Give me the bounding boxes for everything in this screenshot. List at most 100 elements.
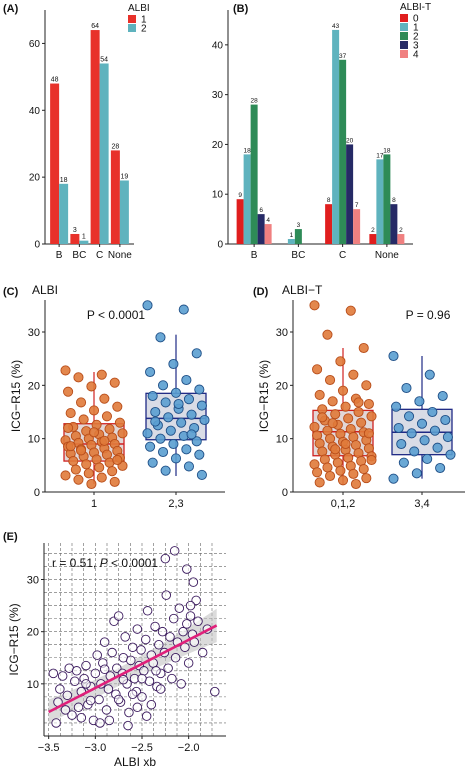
y-tick-label: 0 [282,487,288,499]
data-point [113,611,124,621]
bar-c-series-3 [346,144,354,244]
data-point [165,425,176,436]
legend-title: ALBI-T [400,2,431,13]
data-point [168,358,179,370]
data-point [55,684,65,694]
data-point [63,422,74,434]
data-point [442,432,453,443]
bar-b-series-1 [50,83,60,245]
data-point [343,413,354,424]
bar-b-series-2 [59,183,69,244]
data-point [353,397,364,408]
data-point [48,668,59,679]
data-point [104,424,115,435]
data-point [113,694,124,705]
data-point [337,475,349,486]
data-point [147,457,158,468]
data-point [67,710,77,720]
data-point [57,671,68,681]
data-point [322,462,333,473]
data-point [196,469,207,480]
data-point [170,653,181,663]
data-point [141,711,152,721]
y-tick-label: 30 [276,327,288,339]
legend-label-0: 0 [413,14,419,25]
bar-c-series-0 [325,204,333,244]
p-value-annotation: P < 0.0001 [87,308,145,322]
data-point [194,384,205,395]
data-point [429,425,441,436]
bar-c-series-1 [90,30,100,244]
data-point [94,462,105,473]
data-point [163,663,173,673]
y-tick-label: 20 [276,380,288,392]
legend-swatch-0 [400,14,408,22]
data-point [63,386,74,397]
data-point [398,457,409,468]
x-tick-label: C [339,250,346,261]
bar-none-series-3 [390,204,398,244]
y-tick-label: 10 [276,434,288,446]
data-point [65,408,76,419]
y-axis-title: ICG−R15 (%) [7,603,21,675]
y-tick-label: 10 [27,679,39,691]
bar-value-label: 20 [346,137,354,144]
data-point [165,632,175,642]
panel-label-d: (D) [253,286,269,298]
regression-line [48,624,218,714]
bar-value-label: 4 [266,217,270,224]
legend-label-2: 2 [413,32,419,43]
data-point [107,466,118,477]
data-point [137,673,147,684]
data-point [157,626,168,637]
data-point [118,674,129,685]
data-point [424,369,435,380]
data-point [160,397,171,408]
bar-none-series-1 [376,159,384,244]
bar-bc-series-1 [287,239,295,244]
data-point [181,374,192,386]
y-tick-label: 30 [27,575,39,587]
data-point [136,645,146,655]
bar-bc-series-2 [294,229,302,244]
data-point [324,374,336,386]
p-value-annotation: P = 0.96 [406,308,451,322]
data-point [126,655,136,666]
x-tick-label: B [56,250,63,261]
data-point [70,676,80,686]
data-point [337,385,349,396]
data-point [112,401,123,412]
data-point [123,720,133,731]
data-point [86,478,97,490]
annotation-p-value: < 0.0001 [108,556,159,570]
data-point [139,666,149,676]
bar-b-series-1 [243,154,251,244]
data-point [73,474,84,485]
data-point [168,438,179,450]
bar-value-label: 43 [332,23,340,30]
legend-swatch-3 [400,41,408,49]
data-point [86,381,97,392]
data-point [348,468,359,479]
data-point [146,699,157,710]
data-point [127,642,138,653]
data-point [155,684,166,694]
bar-value-label: 19 [120,173,128,180]
data-point [366,454,377,466]
data-point [88,405,100,416]
y-tick-label: 10 [28,434,40,446]
bar-none-series-4 [397,234,405,244]
data-point [388,473,399,484]
data-point [60,705,71,715]
data-point [361,473,372,484]
data-point [188,577,199,587]
data-point [170,387,182,398]
data-point [193,616,203,626]
data-point [366,411,377,422]
data-point [142,428,153,439]
legend-swatch-2 [128,24,136,32]
data-point [186,429,197,440]
data-point [109,377,120,388]
data-point [104,715,115,726]
